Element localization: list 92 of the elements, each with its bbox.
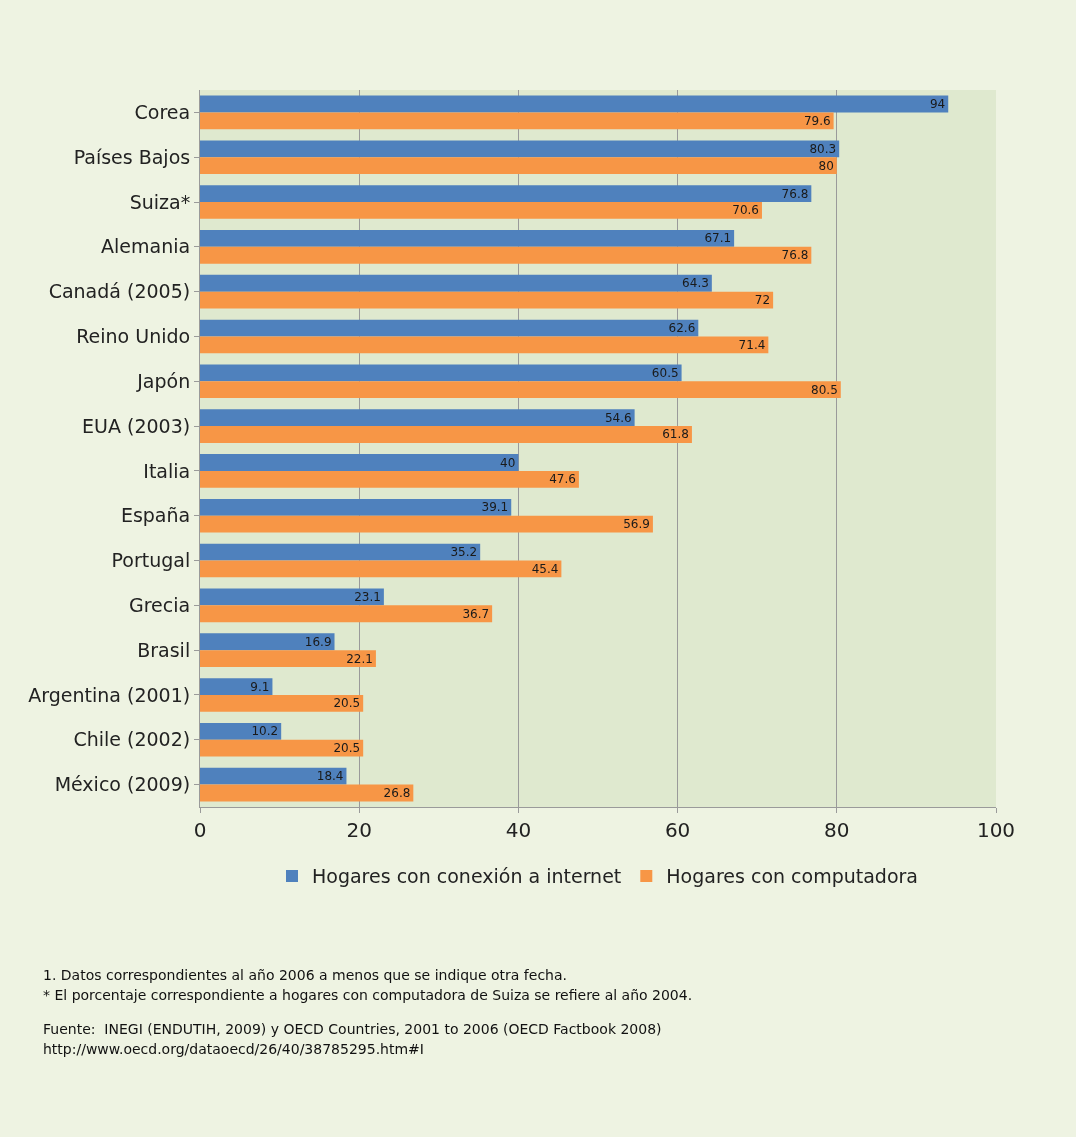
- y-tick-label: Alemania: [101, 235, 191, 258]
- y-tick-label: EUA (2003): [82, 414, 191, 437]
- bar: [200, 588, 384, 606]
- x-tick-label: 60: [664, 818, 691, 842]
- data-label: 45.4: [531, 561, 559, 576]
- data-label: 67.1: [704, 231, 732, 246]
- data-label: 80: [818, 158, 834, 173]
- bar: [200, 409, 635, 427]
- source-note: Fuente: INEGI (ENDUTIH, 2009) y OECD Countries, 2001 to 2006 (OECD Factbook 2008): [43, 1021, 662, 1037]
- bar: [200, 784, 414, 802]
- data-label: 54.6: [604, 410, 632, 425]
- bar: [200, 678, 273, 695]
- data-label: 20.5: [333, 696, 361, 711]
- bar: [200, 605, 493, 623]
- bar: [200, 291, 774, 309]
- y-tick-label: Chile (2002): [73, 728, 191, 751]
- data-label: 80.5: [811, 382, 838, 397]
- y-tick-label: Países Bajos: [73, 145, 191, 168]
- y-tick-label: Grecia: [129, 593, 191, 616]
- y-tick-label: México (2009): [54, 773, 191, 796]
- legend-label: Hogares con conexión a internet: [312, 865, 622, 888]
- x-tick-label: 80: [824, 818, 850, 842]
- data-label: 64.3: [682, 276, 709, 291]
- bar: [200, 454, 519, 471]
- data-label: 70.6: [732, 203, 759, 218]
- bar: [200, 336, 769, 354]
- y-tick-label: España: [120, 504, 191, 527]
- bar: [200, 426, 692, 443]
- y-tick-label: Corea: [134, 101, 191, 124]
- data-label: 20.5: [333, 741, 361, 756]
- data-label: 35.2: [450, 545, 478, 560]
- bar: [200, 515, 653, 533]
- y-tick-label: Portugal: [111, 549, 191, 572]
- text: * El porcentaje correspondiente a hogares con computadora de Suiza se refiere al año 2004.: [43, 987, 693, 1003]
- bar: [200, 739, 364, 757]
- bar: [200, 112, 834, 130]
- bar: [200, 246, 812, 264]
- data-label: 47.6: [549, 472, 576, 487]
- data-label: 94: [929, 97, 946, 111]
- x-tick-label: 0: [193, 818, 207, 842]
- data-label: 71.4: [738, 337, 766, 352]
- bar: [200, 498, 512, 516]
- bar: [200, 543, 481, 561]
- data-label: 62.6: [668, 321, 696, 336]
- bar: [200, 722, 282, 740]
- data-label: 56.9: [623, 517, 650, 532]
- bar: [200, 767, 347, 785]
- bar: [200, 185, 812, 203]
- bar: [200, 230, 735, 247]
- bar: [200, 470, 579, 488]
- bar: [200, 95, 949, 113]
- data-label: 16.9: [304, 634, 332, 649]
- data-label: 72: [754, 293, 771, 308]
- y-tick-label: Reino Unido: [76, 325, 191, 348]
- bar: [200, 381, 841, 399]
- bar: [200, 650, 376, 667]
- bar: [200, 694, 364, 712]
- data-label: 76.8: [781, 186, 809, 201]
- y-tick-label: Italia: [143, 459, 191, 482]
- bar: [200, 157, 837, 175]
- text: 1. Datos correspondientes al año 2006 a menos que se indique otra fecha.: [43, 967, 567, 983]
- y-tick-label: Suiza*: [129, 190, 191, 213]
- bar: [200, 274, 712, 292]
- y-tick-label: Brasil: [137, 638, 191, 661]
- x-tick-label: 40: [505, 818, 532, 842]
- data-label: 40: [500, 455, 516, 470]
- bar: [200, 633, 335, 651]
- data-label: 9.1: [250, 679, 270, 694]
- data-label: 39.1: [481, 500, 509, 515]
- data-label: 22.1: [346, 651, 373, 666]
- data-label: 79.6: [803, 113, 831, 128]
- data-label: 23.1: [354, 589, 381, 604]
- data-label: 10.2: [251, 724, 279, 739]
- x-tick-label: 20: [346, 818, 372, 842]
- text: http://www.oecd.org/dataoecd/26/40/38785295.htm#I: [43, 1041, 424, 1057]
- data-label: 26.8: [383, 785, 411, 800]
- y-tick-label: Argentina (2001): [28, 683, 191, 706]
- data-label: 60.5: [651, 365, 679, 380]
- data-label: 76.8: [781, 248, 809, 263]
- y-tick-label: Canadá (2005): [48, 280, 191, 303]
- bar: [200, 140, 840, 158]
- data-label: 18.4: [316, 769, 344, 784]
- data-label: 61.8: [662, 427, 689, 442]
- bar: [200, 319, 699, 337]
- bar: [200, 202, 762, 219]
- bar: [200, 560, 562, 578]
- y-tick-label: Japón: [136, 369, 191, 392]
- data-label: 36.7: [462, 606, 490, 621]
- bar: [200, 364, 682, 382]
- data-label: 80.3: [809, 141, 837, 156]
- x-tick-label: 100: [976, 818, 1016, 842]
- legend-label: Hogares con computadora: [666, 865, 919, 888]
